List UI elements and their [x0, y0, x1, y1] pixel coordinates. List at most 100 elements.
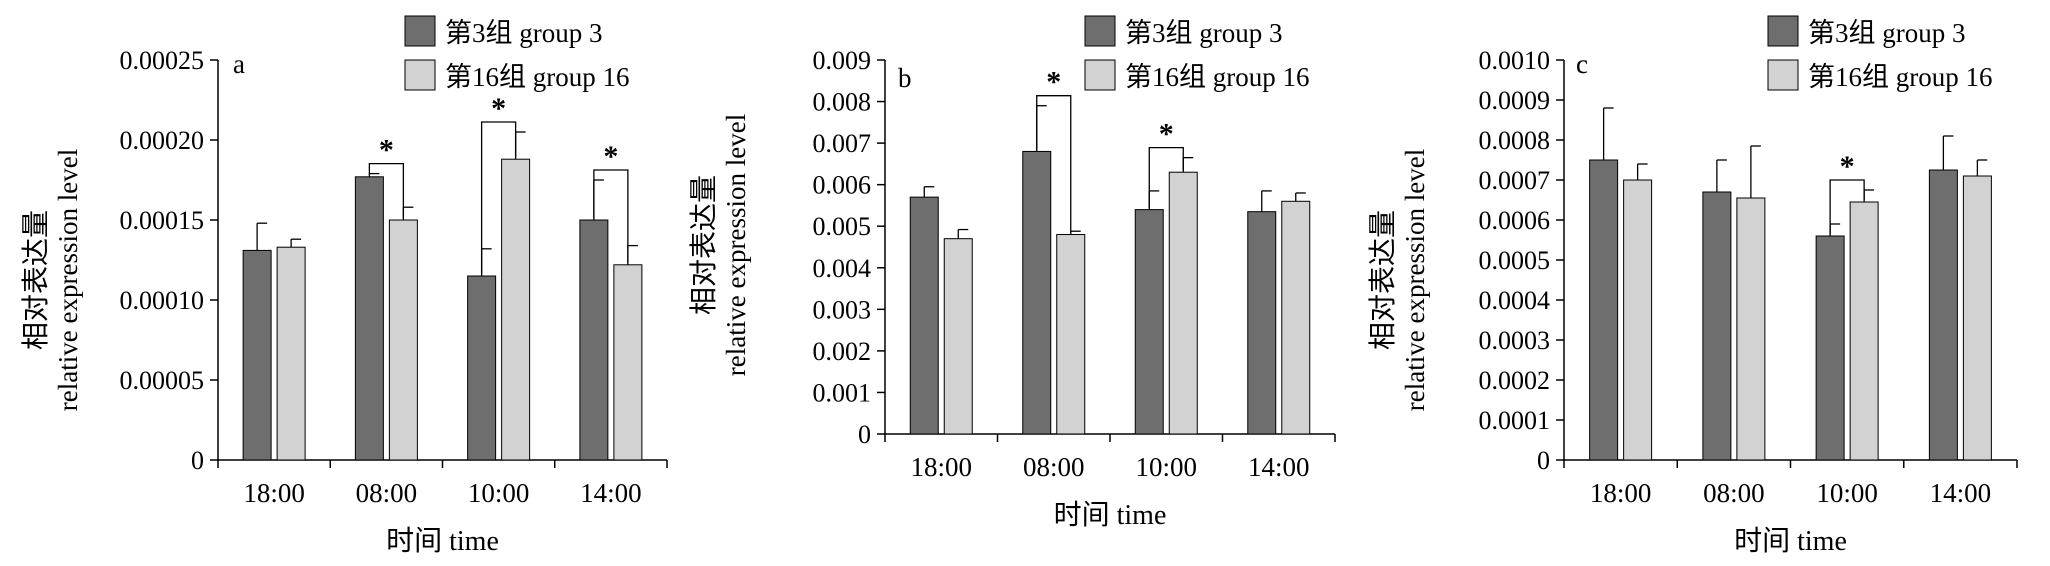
y-tick-label: 0 — [858, 420, 871, 449]
x-tick-label: 14:00 — [580, 478, 642, 508]
y-tick-label: 0.00020 — [120, 126, 205, 155]
significance-star: * — [379, 134, 394, 167]
y-tick-label: 0 — [191, 446, 204, 475]
significance-star: * — [1046, 66, 1061, 99]
bar-group16 — [1281, 200, 1311, 435]
panel-a: 0 0.00005 0.00010 0.00015 0.00020 0.00025 18:0… — [20, 15, 668, 557]
bar-group16 — [1736, 197, 1766, 461]
legend-label-group3: 第3组 group 3 — [1808, 18, 1966, 48]
bar-group3 — [1702, 191, 1732, 461]
x-tick-label: 14:00 — [1930, 478, 1992, 508]
legend: 第3组 group 3 第16组 group 16 — [1084, 15, 1310, 92]
y-tick-label: 0.002 — [813, 337, 872, 366]
y-tick-label: 0.00010 — [120, 286, 205, 315]
x-tick-label: 18:00 — [1590, 478, 1652, 508]
significance-star: * — [603, 140, 618, 173]
significance-bracket — [368, 162, 405, 218]
x-axis-label: 时间 time — [1734, 525, 1847, 557]
bar-group16 — [943, 238, 973, 435]
y-tick-label: 0 — [1537, 446, 1550, 475]
bar-group16 — [1056, 234, 1086, 435]
bar-group3 — [579, 219, 609, 461]
y-axis-label: 相对表达量 relative expression level — [1367, 149, 1430, 411]
y-axis-label-en: relative expression level — [721, 114, 751, 376]
x-axis-label: 时间 time — [386, 525, 499, 557]
y-tick-label: 0.008 — [813, 88, 872, 117]
y-tick-label: 0.0001 — [1479, 406, 1551, 435]
significance-star: * — [491, 92, 506, 125]
y-tick-label: 0.0007 — [1479, 166, 1551, 195]
y-tick-label: 0.0010 — [1479, 46, 1551, 75]
legend: 第3组 group 3 第16组 group 16 — [1767, 15, 1993, 92]
significance-bracket — [1148, 147, 1184, 208]
legend-label-group3: 第3组 group 3 — [1125, 18, 1283, 48]
y-axis-label-cn: 相对表达量 — [20, 210, 52, 350]
legend-swatch-group16 — [1767, 59, 1799, 91]
y-tick-label: 0.0008 — [1479, 126, 1551, 155]
legend-swatch-group3 — [1767, 15, 1799, 47]
y-tick-label: 0.001 — [813, 378, 872, 407]
bar-group16 — [1962, 175, 1992, 461]
legend-label-group16: 第16组 group 16 — [1808, 62, 1993, 92]
bar-group3 — [1022, 150, 1052, 435]
panel-letter: c — [1576, 49, 1588, 79]
legend-label-group16: 第16组 group 16 — [445, 62, 630, 92]
bar-group16 — [613, 264, 643, 461]
bar-group16 — [501, 158, 531, 461]
bar-group3 — [1815, 235, 1845, 461]
y-tick-label: 0.007 — [813, 129, 872, 158]
y-tick-label: 0.00005 — [120, 366, 205, 395]
x-tick-label: 08:00 — [1023, 452, 1085, 482]
legend-label-group16: 第16组 group 16 — [1125, 62, 1310, 92]
panel-b: 0 0.001 0.002 0.003 0.004 0.005 0.006 0.007 0.00… — [688, 15, 1336, 531]
legend-swatch-group3 — [1084, 15, 1116, 47]
bar-group16 — [388, 219, 418, 461]
bar-group3 — [242, 249, 272, 461]
bar-group3 — [467, 275, 497, 461]
bar-group16 — [1623, 179, 1653, 461]
y-tick-label: 0.00015 — [120, 206, 205, 235]
y-tick-label: 0.006 — [813, 171, 872, 200]
y-axis-label: 相对表达量 relative expression level — [20, 149, 83, 411]
legend: 第3组 group 3 第16组 group 16 — [404, 15, 630, 92]
bar-group3 — [909, 196, 939, 435]
bar-group3 — [1928, 169, 1958, 461]
x-tick-label: 10:00 — [468, 478, 530, 508]
bar-group16 — [1849, 201, 1879, 461]
bar-group16 — [1168, 171, 1198, 435]
significance-star: * — [1159, 118, 1174, 151]
y-tick-label: 0.0002 — [1479, 366, 1551, 395]
significance-bracket — [1829, 179, 1865, 234]
bar-group3 — [1134, 209, 1164, 435]
y-tick-label: 0.009 — [813, 46, 872, 75]
significance-bracket — [593, 169, 629, 263]
y-tick-label: 0.0005 — [1479, 246, 1551, 275]
y-axis-label-cn: 相对表达量 — [688, 175, 720, 315]
significance-bracket — [1036, 95, 1072, 233]
panel-letter: a — [233, 49, 245, 79]
y-axis-label: 相对表达量 relative expression level — [688, 114, 751, 376]
significance-bracket — [480, 121, 517, 274]
x-tick-label: 08:00 — [356, 478, 418, 508]
panel-letter: b — [898, 63, 912, 93]
legend-swatch-group3 — [404, 15, 436, 47]
x-tick-label: 10:00 — [1816, 478, 1878, 508]
bar-group16 — [276, 246, 306, 461]
y-tick-label: 0.0003 — [1479, 326, 1551, 355]
y-axis-label-en: relative expression level — [53, 149, 83, 411]
bar-group3 — [1247, 211, 1277, 435]
x-tick-label: 08:00 — [1703, 478, 1765, 508]
x-tick-label: 14:00 — [1248, 452, 1310, 482]
x-tick-label: 10:00 — [1135, 452, 1197, 482]
panel-c: 0 0.0001 0.0002 0.0003 0.0004 0.0005 0.0006 0.0… — [1367, 15, 2018, 557]
y-tick-label: 0.00025 — [120, 46, 205, 75]
y-tick-label: 0.004 — [813, 254, 872, 283]
legend-label-group3: 第3组 group 3 — [445, 18, 603, 48]
y-axis-label-cn: 相对表达量 — [1367, 210, 1399, 350]
bar-group3 — [1589, 159, 1619, 461]
x-tick-label: 18:00 — [243, 478, 305, 508]
y-tick-label: 0.0009 — [1479, 86, 1551, 115]
y-tick-label: 0.0004 — [1479, 286, 1551, 315]
